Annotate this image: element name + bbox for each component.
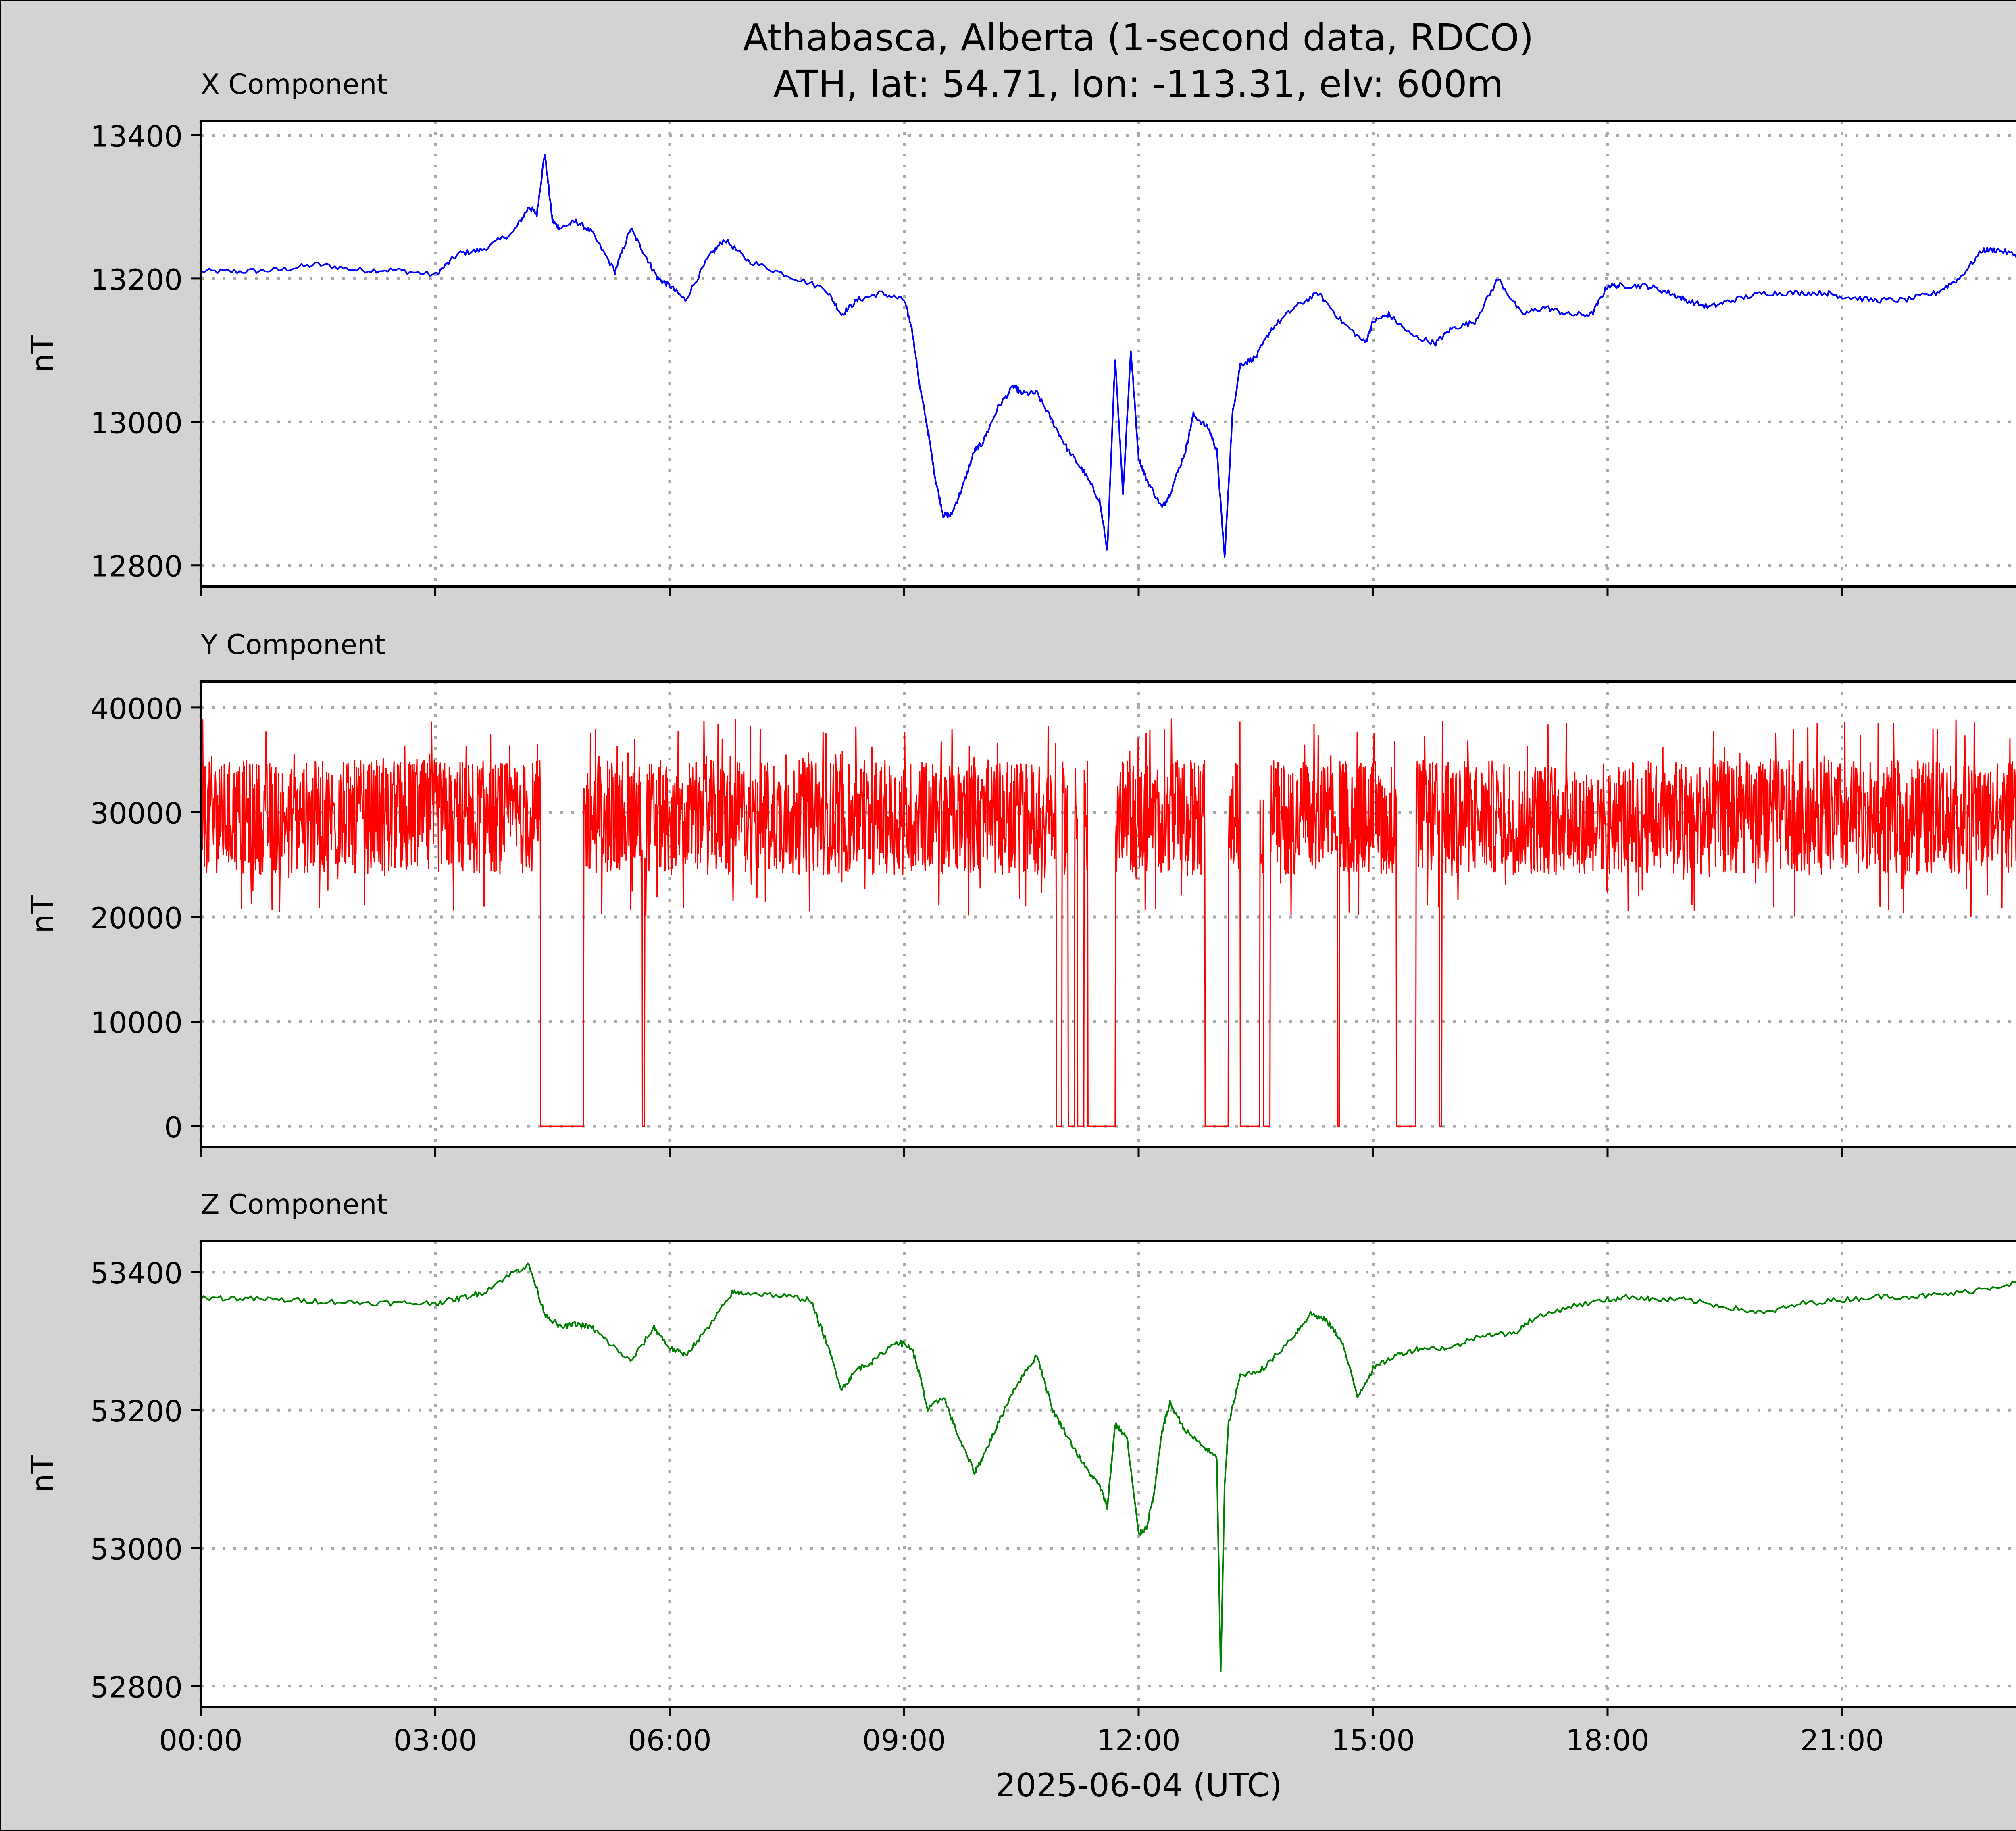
y-tick-label: 12800 xyxy=(90,550,183,583)
y-tick-label: 40000 xyxy=(90,692,183,726)
y-tick-label: 53400 xyxy=(90,1256,183,1290)
x-tick-label: 18:00 xyxy=(1566,1723,1649,1757)
x-tick-label: 03:00 xyxy=(394,1723,477,1757)
y-tick-label: 20000 xyxy=(90,901,183,935)
x-tick-label: 21:00 xyxy=(1800,1723,1884,1757)
y-tick-label: 30000 xyxy=(90,796,183,830)
series-line xyxy=(200,1262,2016,1672)
x-axis-label: 2025-06-04 (UTC) xyxy=(995,1766,1282,1804)
x-tick-label: 06:00 xyxy=(628,1723,712,1757)
figure-title-line2: ATH, lat: 54.71, lon: -113.31, elv: 600m xyxy=(773,62,1504,106)
y-axis-label: nT xyxy=(25,1455,60,1493)
panel-2: 0 10000 20000 30000 40000 Y Component nT xyxy=(25,629,2016,1157)
y-tick-label: 53000 xyxy=(90,1532,183,1566)
panel-title: X Component xyxy=(201,69,387,100)
plot-area xyxy=(201,1241,2016,1707)
plot-area xyxy=(201,681,2016,1147)
x-tick-label: 15:00 xyxy=(1331,1723,1415,1757)
y-tick-label: 13400 xyxy=(90,120,183,154)
y-tick-label: 13200 xyxy=(90,263,183,297)
panel-3: 52800 53000 53200 53400 Z Component nT 00:00 03… xyxy=(25,1189,2016,1804)
y-tick-label: 10000 xyxy=(90,1006,183,1040)
series-line xyxy=(200,718,2016,1127)
x-tick-label: 09:00 xyxy=(862,1723,946,1757)
panels: 12800 13000 13200 13400 X Component nT 0 10000 2… xyxy=(25,69,2016,1804)
x-tick-label: 12:00 xyxy=(1097,1723,1181,1757)
figure-title-line1: Athabasca, Alberta (1-second data, RDCO) xyxy=(743,16,1533,59)
y-tick-label: 53200 xyxy=(90,1394,183,1428)
y-tick-label: 13000 xyxy=(90,406,183,440)
y-tick-label: 0 xyxy=(164,1110,183,1144)
panel-1: 12800 13000 13200 13400 X Component nT xyxy=(25,69,2016,596)
series-line xyxy=(200,154,2016,558)
panel-title: Z Component xyxy=(201,1189,387,1221)
y-tick-label: 52800 xyxy=(90,1671,183,1704)
y-axis-label: nT xyxy=(25,335,60,373)
y-axis-label: nT xyxy=(25,895,60,933)
panel-title: Y Component xyxy=(200,629,385,661)
x-tick-label: 00:00 xyxy=(159,1723,243,1757)
